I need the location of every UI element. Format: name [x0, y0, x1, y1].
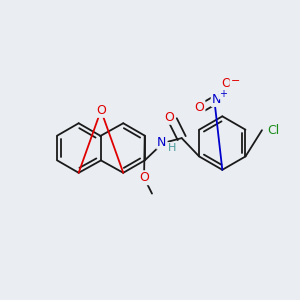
Text: −: −	[230, 76, 240, 85]
Text: Cl: Cl	[267, 124, 279, 137]
Text: O: O	[195, 101, 205, 114]
Text: O: O	[96, 104, 106, 117]
Text: O: O	[221, 77, 231, 90]
Text: N: N	[212, 93, 221, 106]
Text: O: O	[164, 111, 174, 124]
Text: O: O	[139, 171, 149, 184]
Text: +: +	[219, 88, 227, 98]
Text: H: H	[168, 143, 176, 153]
Text: N: N	[157, 136, 167, 148]
